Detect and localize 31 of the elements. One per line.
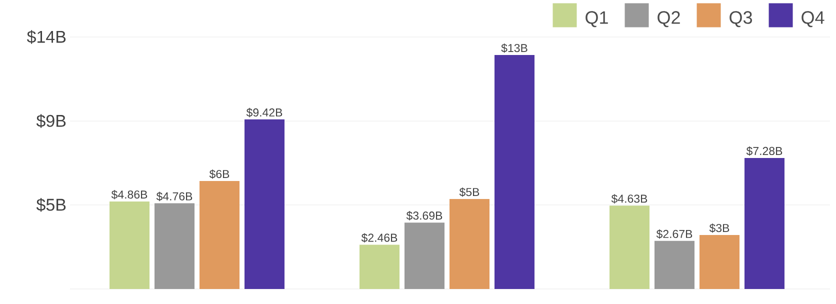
legend-label: Q4 xyxy=(802,11,824,28)
bar xyxy=(450,198,490,289)
y-tick-label: $9B xyxy=(36,114,66,128)
data-label: $4.63B xyxy=(611,194,648,204)
bar xyxy=(744,158,784,289)
bar xyxy=(404,222,444,289)
bar xyxy=(154,203,195,289)
data-label: $4.86B xyxy=(111,190,148,200)
data-label: $4.76B xyxy=(156,192,192,202)
data-label: $9.42B xyxy=(246,108,282,118)
data-label: $7.28B xyxy=(746,146,782,156)
bar xyxy=(200,180,240,289)
y-tick-label: $5B xyxy=(36,198,66,212)
bar xyxy=(699,234,740,289)
bar xyxy=(654,240,694,289)
bar xyxy=(494,54,534,289)
y-tick-label: $14B xyxy=(26,30,66,44)
data-label: $3.69B xyxy=(406,211,442,220)
legend-label: Q2 xyxy=(658,11,680,28)
data-label: $13B xyxy=(501,43,528,53)
bar xyxy=(360,244,400,289)
legend-label: Q3 xyxy=(730,11,752,28)
data-label: $5B xyxy=(459,187,480,197)
data-label: $3B xyxy=(709,223,730,233)
data-label: $6B xyxy=(209,169,230,179)
bar xyxy=(244,119,285,289)
data-label: $2.46B xyxy=(361,233,398,243)
legend-label: Q1 xyxy=(586,11,608,28)
bar xyxy=(110,202,150,289)
data-label: $2.67B xyxy=(656,229,692,239)
bar xyxy=(610,206,650,289)
